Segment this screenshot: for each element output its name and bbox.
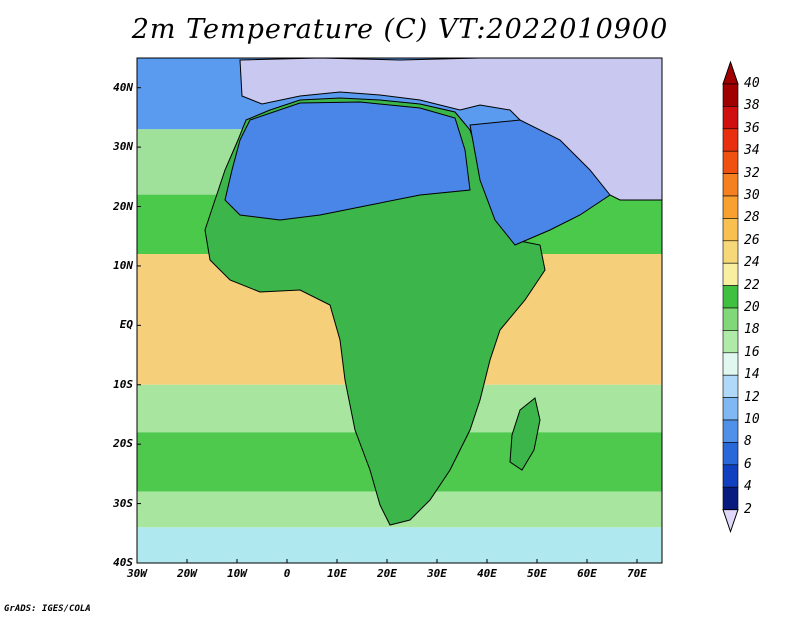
madagascar-island [509,397,541,471]
colorbar-label: 2 [744,501,752,517]
colorbar-label: 6 [744,456,752,472]
arabian-peninsula [469,119,611,246]
lon-tick-label: 10E [327,567,347,580]
colorbar-label: 14 [744,367,760,383]
colorbar-label: 26 [744,232,760,248]
colorbar-segment [722,150,739,174]
ocean-band-7 [137,527,662,563]
colorbar-top-arrow [722,60,739,85]
lon-tick-label: 20W [177,567,197,580]
lon-tick-label: 40E [477,567,497,580]
lon-tick-label: 30E [427,567,447,580]
colorbar-label: 38 [744,98,760,114]
colorbar-label: 16 [744,344,760,360]
lon-tick-label: 20E [377,567,397,580]
colorbar-segment [722,285,739,309]
colorbar-segment [722,352,739,376]
lon-tick-label: 50E [527,567,547,580]
colorbar-segment [722,195,739,219]
credit-text: GrADS: IGES/COLA [4,604,91,614]
map-frame [136,57,663,564]
lat-tick-label: 30S [113,496,133,510]
colorbar-bottom-arrow [722,509,739,534]
colorbar-label: 4 [744,479,752,495]
colorbar-segment [722,240,739,264]
colorbar-segment [722,464,739,488]
lat-tick-label: 10S [113,377,133,391]
lat-tick-label: EQ [119,318,133,332]
colorbar-segment [722,106,739,130]
lat-tick-label: 10N [113,258,133,272]
colorbar-segment [722,218,739,242]
lat-tick-label: 20N [113,199,133,213]
colorbar-label: 22 [744,277,760,293]
colorbar-label: 30 [744,188,760,203]
lat-tick-label: 20S [113,437,133,451]
colorbar [722,60,739,534]
colorbar-label: 8 [744,434,752,450]
lon-tick-label: 60E [577,567,597,580]
lon-tick-label: 30W [127,567,147,580]
colorbar-segment [722,397,739,421]
colorbar-label: 28 [744,210,760,226]
colorbar-label: 36 [744,120,760,136]
axis-ticks [136,87,638,564]
colorbar-segment [722,262,739,286]
colorbar-label: 20 [744,300,760,315]
colorbar-segment [722,442,739,466]
map-title: 2m Temperature (C) VT:2022010900 [131,14,669,45]
colorbar-segment [722,486,739,510]
lon-tick-label: 0 [283,567,291,580]
colorbar-segment [722,83,739,107]
colorbar-label: 40 [744,76,760,91]
colorbar-segment [722,374,739,398]
colorbar-label: 32 [744,165,760,181]
colorbar-label: 10 [744,412,760,427]
colorbar-segment [722,419,739,443]
lon-tick-label: 70E [627,567,647,580]
lat-tick-label: 30N [113,140,133,154]
colorbar-label: 24 [744,255,760,271]
colorbar-segment [722,307,739,331]
sahara-cold-region [224,101,471,221]
colorbar-label: 12 [744,389,760,405]
colorbar-label: 34 [744,143,760,159]
lon-tick-label: 10W [227,567,247,580]
land-field [204,57,663,526]
colorbar-segment [722,330,739,354]
lat-tick-label: 40N [113,80,133,94]
colorbar-segment [722,128,739,152]
colorbar-label: 18 [744,322,760,338]
lat-tick-label: 40S [113,556,133,569]
colorbar-segment [722,173,739,197]
